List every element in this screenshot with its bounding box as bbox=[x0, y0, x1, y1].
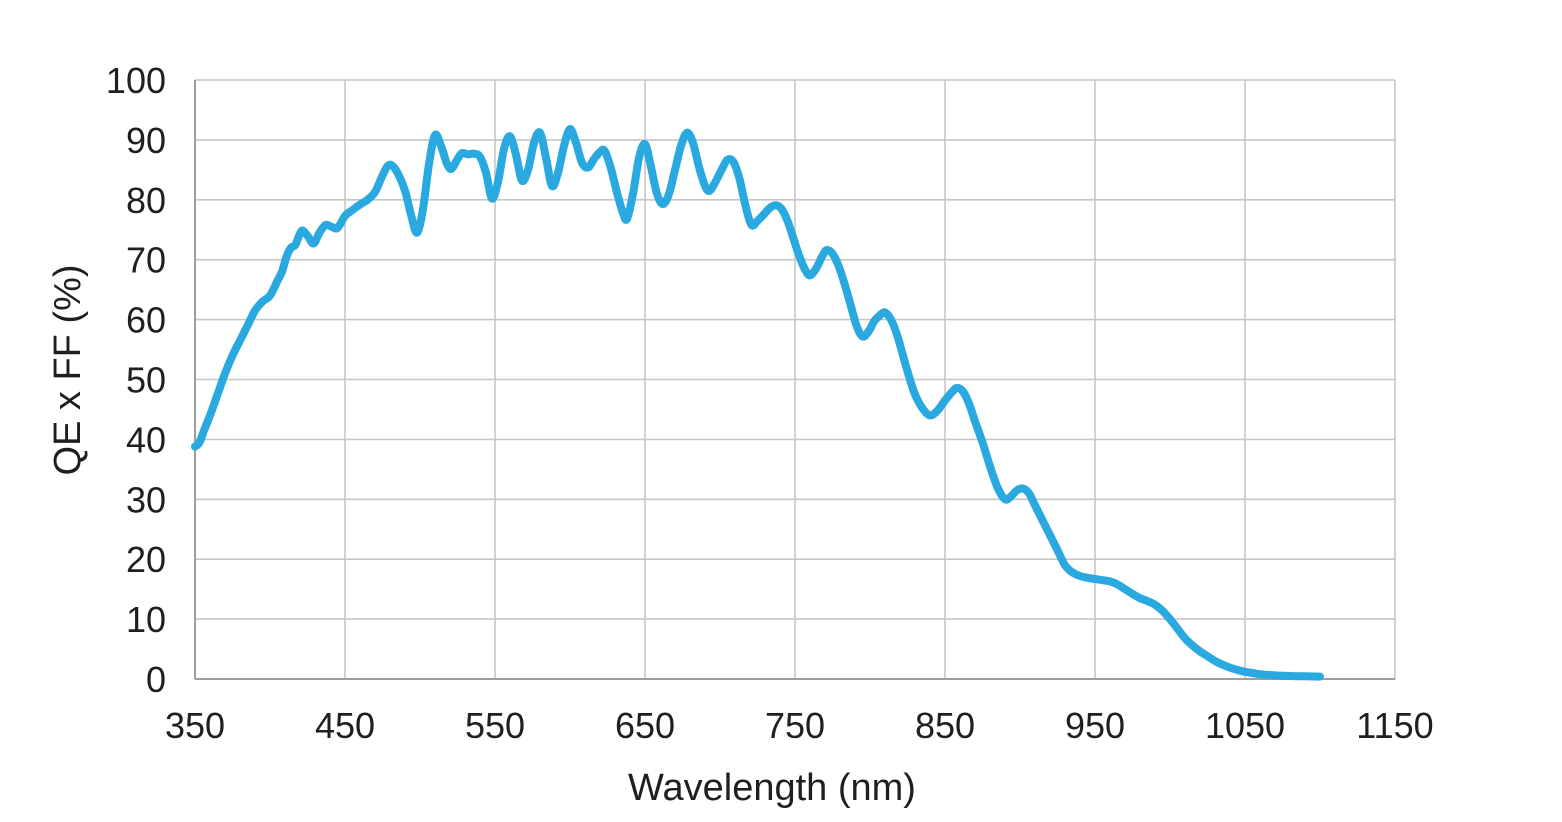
y-tick-label: 30 bbox=[126, 479, 166, 520]
x-tick-label: 950 bbox=[1065, 705, 1125, 746]
y-tick-label: 80 bbox=[126, 180, 166, 221]
y-tick-label: 100 bbox=[106, 60, 166, 101]
y-axis-title: QE x FF (%) bbox=[47, 264, 89, 475]
x-tick-label: 450 bbox=[315, 705, 375, 746]
x-tick-label: 650 bbox=[615, 705, 675, 746]
y-tick-label: 10 bbox=[126, 599, 166, 640]
y-tick-label: 70 bbox=[126, 240, 166, 281]
x-tick-label: 1150 bbox=[1356, 705, 1433, 746]
y-tick-label: 60 bbox=[126, 300, 166, 341]
x-tick-label: 750 bbox=[765, 705, 825, 746]
x-axis-title: Wavelength (nm) bbox=[628, 767, 916, 809]
y-tick-label: 40 bbox=[126, 419, 166, 460]
x-tick-label: 850 bbox=[915, 705, 975, 746]
y-tick-label: 0 bbox=[146, 659, 166, 700]
y-tick-label: 50 bbox=[126, 360, 166, 401]
y-tick-label: 90 bbox=[126, 120, 166, 161]
x-tick-label: 550 bbox=[465, 705, 525, 746]
x-tick-label: 350 bbox=[165, 705, 225, 746]
x-tick-label: 1050 bbox=[1205, 705, 1285, 746]
y-tick-labels: 0 10 20 30 40 50 60 70 80 90 100 bbox=[106, 60, 166, 700]
series-lines bbox=[191, 125, 1324, 681]
gridlines bbox=[195, 79, 1396, 679]
qe-curve bbox=[191, 125, 1324, 681]
axis-lines bbox=[194, 80, 1395, 680]
y-tick-label: 20 bbox=[126, 539, 166, 580]
x-tick-labels: 350 450 550 650 750 850 950 1050 1150 bbox=[165, 705, 1434, 746]
